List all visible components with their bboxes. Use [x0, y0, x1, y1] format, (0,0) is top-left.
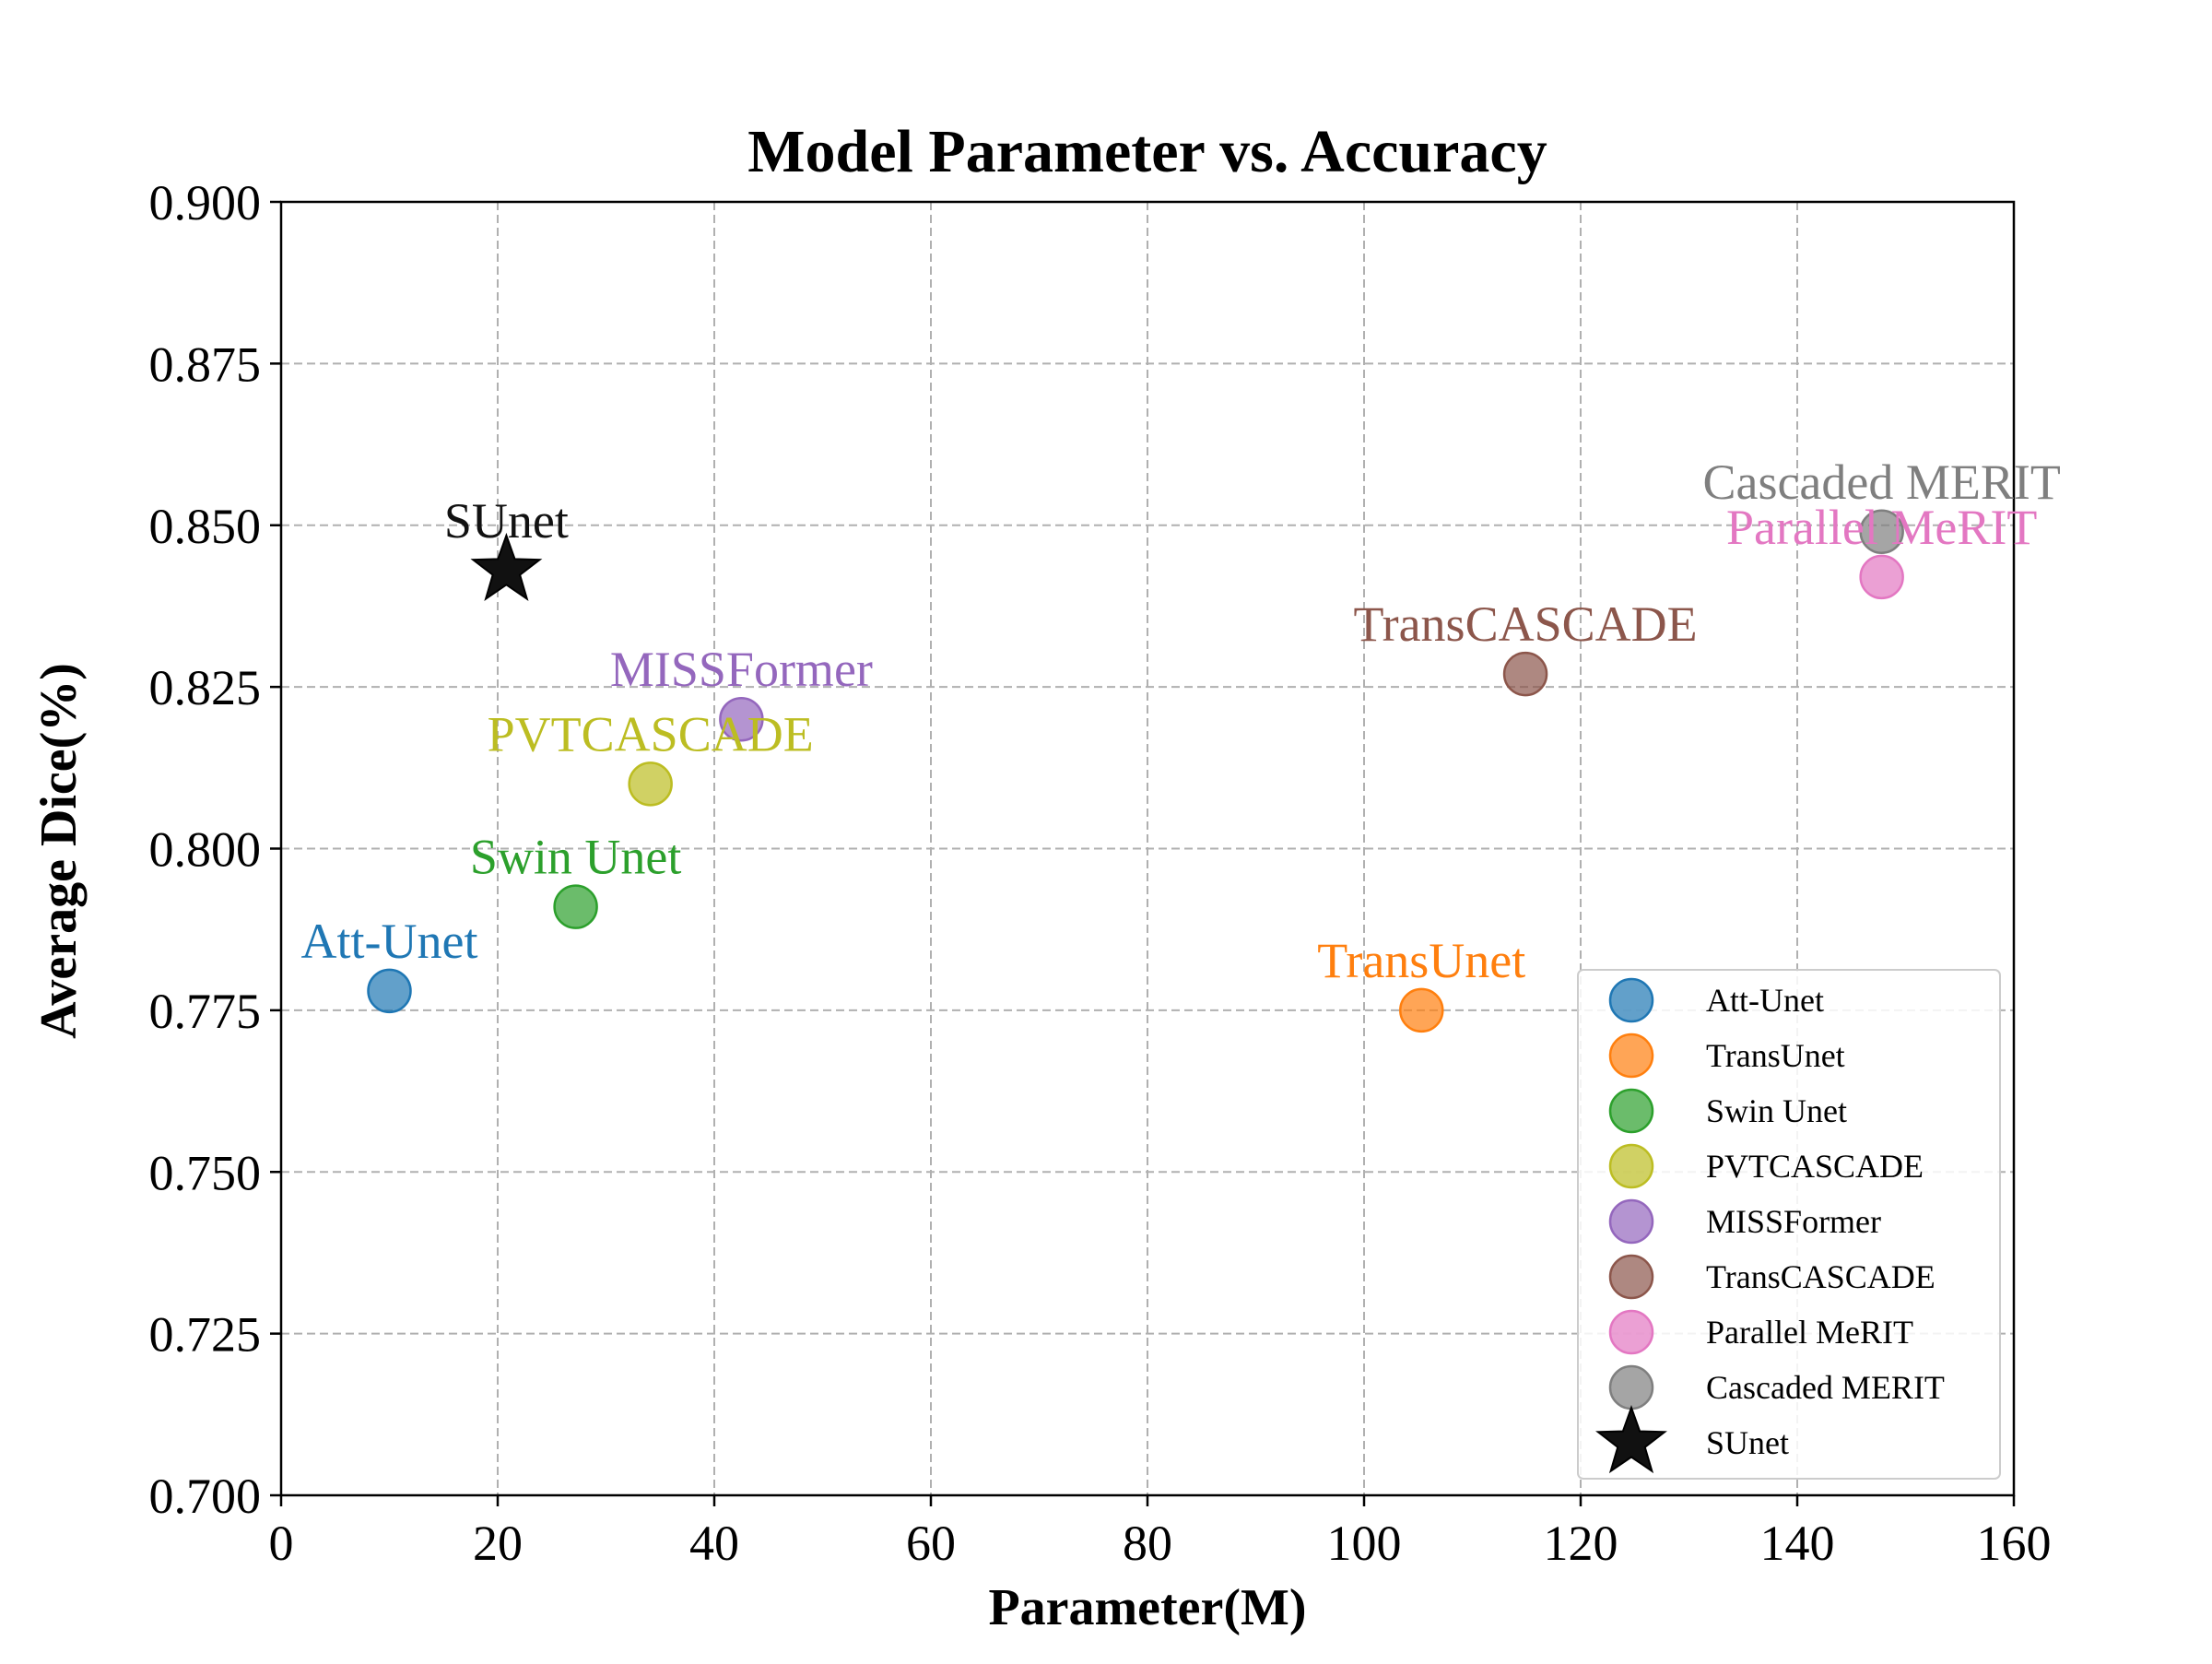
point-cascaded-merit: [1859, 509, 1904, 555]
x-axis-label: Parameter(M): [988, 1579, 1306, 1636]
point-sunet-star: [470, 532, 543, 602]
legend-marker-transunet: [1608, 1033, 1654, 1079]
axes: 0 20 40 60 80 100 120 140 160 0.700 0.725 0.750 0.77…: [149, 175, 2052, 1571]
legend-marker-cascaded-merit: [1608, 1364, 1654, 1410]
point-att-unet: [367, 968, 412, 1014]
x-tick-label: 100: [1327, 1516, 1402, 1571]
point-transcascade: [1502, 651, 1548, 697]
y-tick-label: 0.800: [149, 822, 262, 878]
legend-marker-transcascade: [1608, 1254, 1654, 1300]
y-tick-label: 0.875: [149, 336, 262, 392]
point-labels: Att-Unet TransUnet Swin Unet PVTCASCADE MISS…: [301, 454, 2061, 988]
point-label-sunet: SUnet: [444, 493, 569, 549]
legend-label-att-unet: Att-Unet: [1706, 982, 1824, 1019]
x-tick-label: 120: [1544, 1516, 1618, 1571]
x-tick-label: 40: [689, 1516, 739, 1571]
legend-label-cascaded-merit: Cascaded MERIT: [1706, 1369, 1945, 1406]
x-tick-label: 0: [269, 1516, 294, 1571]
point-pvtcascade: [628, 761, 673, 807]
y-tick-label: 0.900: [149, 175, 262, 230]
y-tick-label: 0.850: [149, 499, 262, 554]
legend-label-swin-unet: Swin Unet: [1706, 1092, 1847, 1129]
point-label-att-unet: Att-Unet: [301, 914, 478, 969]
point-label-cascaded-merit: Cascaded MERIT: [1702, 454, 2060, 510]
point-label-transcascade: TransCASCADE: [1354, 596, 1698, 652]
legend-marker-parallel-merit: [1608, 1309, 1654, 1355]
point-label-pvtcascade: PVTCASCADE: [488, 706, 814, 761]
x-tick-label: 20: [473, 1516, 523, 1571]
point-label-parallel-merit: Parallel MeRIT: [1726, 500, 2037, 555]
legend-label-sunet: SUnet: [1706, 1424, 1789, 1461]
y-tick-label: 0.725: [149, 1307, 262, 1363]
legend-label-transcascade: TransCASCADE: [1706, 1258, 1936, 1295]
legend-box: [1577, 969, 2001, 1480]
y-tick-label: 0.700: [149, 1469, 262, 1524]
y-axis-label: Average Dice(%): [30, 663, 88, 1039]
point-label-missformer: MISSFormer: [610, 642, 873, 697]
point-parallel-merit: [1859, 554, 1904, 600]
chart-title: Model Parameter vs. Accuracy: [747, 118, 1547, 185]
legend-marker-att-unet: [1608, 977, 1654, 1023]
legend-marker-missformer: [1608, 1198, 1654, 1245]
legend-label-parallel-merit: Parallel MeRIT: [1706, 1314, 1913, 1351]
point-transunet: [1399, 987, 1444, 1033]
x-tick-label: 80: [1123, 1516, 1172, 1571]
point-label-transunet: TransUnet: [1317, 933, 1525, 988]
point-label-swin-unet: Swin Unet: [470, 830, 682, 885]
y-tick-label: 0.750: [149, 1145, 262, 1200]
legend-marker-swin-unet: [1608, 1088, 1654, 1134]
x-tick-label: 140: [1760, 1516, 1835, 1571]
legend-label-missformer: MISSFormer: [1706, 1203, 1881, 1240]
legend-label-transunet: TransUnet: [1706, 1037, 1845, 1074]
y-tick-label: 0.825: [149, 660, 262, 715]
legend: Att-Unet TransUnet Swin Unet PVTCASCADE MISS…: [1577, 969, 2001, 1480]
legend-label-pvtcascade: PVTCASCADE: [1706, 1148, 1924, 1185]
x-tick-label: 160: [1977, 1516, 2052, 1571]
legend-marker-pvtcascade: [1608, 1143, 1654, 1189]
x-tick-label: 60: [906, 1516, 956, 1571]
legend-marker-sunet: [1595, 1405, 1667, 1474]
data-points: [367, 509, 1904, 1033]
y-tick-label: 0.775: [149, 984, 262, 1039]
point-missformer: [719, 696, 764, 742]
point-swin-unet: [553, 884, 598, 929]
